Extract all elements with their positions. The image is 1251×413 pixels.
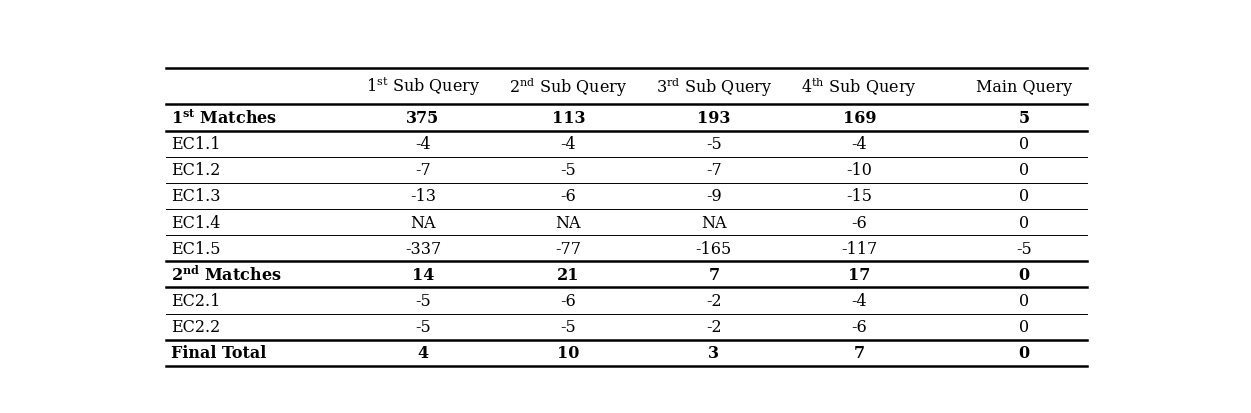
Text: 375: 375 <box>407 110 439 127</box>
Text: -5: -5 <box>415 318 430 335</box>
Text: 193: 193 <box>697 110 731 127</box>
Text: -117: -117 <box>841 240 877 257</box>
Text: EC1.4: EC1.4 <box>171 214 220 231</box>
Text: -2: -2 <box>706 318 722 335</box>
Text: 1$^{\mathregular{st}}$ Matches: 1$^{\mathregular{st}}$ Matches <box>171 109 278 128</box>
Text: 3$^{\mathregular{rd}}$ Sub Query: 3$^{\mathregular{rd}}$ Sub Query <box>656 75 772 99</box>
Text: 7: 7 <box>708 266 719 283</box>
Text: -4: -4 <box>415 136 430 153</box>
Text: 17: 17 <box>848 266 871 283</box>
Text: 0: 0 <box>1020 188 1030 205</box>
Text: -6: -6 <box>852 318 867 335</box>
Text: -4: -4 <box>852 136 867 153</box>
Text: 0: 0 <box>1020 214 1030 231</box>
Text: -7: -7 <box>706 162 722 179</box>
Text: 14: 14 <box>412 266 434 283</box>
Text: NA: NA <box>410 214 435 231</box>
Text: 0: 0 <box>1018 266 1030 283</box>
Text: 4: 4 <box>418 344 429 361</box>
Text: 169: 169 <box>842 110 876 127</box>
Text: -165: -165 <box>696 240 732 257</box>
Text: 0: 0 <box>1020 162 1030 179</box>
Text: -6: -6 <box>560 292 577 309</box>
Text: -6: -6 <box>560 188 577 205</box>
Text: -13: -13 <box>410 188 437 205</box>
Text: -5: -5 <box>415 292 430 309</box>
Text: -2: -2 <box>706 292 722 309</box>
Text: Final Total: Final Total <box>171 344 266 361</box>
Text: EC2.2: EC2.2 <box>171 318 220 335</box>
Text: 10: 10 <box>557 344 579 361</box>
Text: 4$^{\mathregular{th}}$ Sub Query: 4$^{\mathregular{th}}$ Sub Query <box>802 75 917 99</box>
Text: -5: -5 <box>560 162 577 179</box>
Text: EC2.1: EC2.1 <box>171 292 220 309</box>
Text: 3: 3 <box>708 344 719 361</box>
Text: 5: 5 <box>1018 110 1030 127</box>
Text: 0: 0 <box>1020 292 1030 309</box>
Text: 0: 0 <box>1018 344 1030 361</box>
Text: Main Query: Main Query <box>976 78 1072 95</box>
Text: -7: -7 <box>415 162 430 179</box>
Text: -5: -5 <box>560 318 577 335</box>
Text: EC1.1: EC1.1 <box>171 136 220 153</box>
Text: 21: 21 <box>557 266 579 283</box>
Text: -4: -4 <box>852 292 867 309</box>
Text: EC1.2: EC1.2 <box>171 162 220 179</box>
Text: -4: -4 <box>560 136 577 153</box>
Text: 1$^{\mathregular{st}}$ Sub Query: 1$^{\mathregular{st}}$ Sub Query <box>365 76 480 98</box>
Text: 0: 0 <box>1020 136 1030 153</box>
Text: 7: 7 <box>853 344 864 361</box>
Text: NA: NA <box>555 214 582 231</box>
Text: 2$^{\mathregular{nd}}$ Sub Query: 2$^{\mathregular{nd}}$ Sub Query <box>509 75 628 99</box>
Text: -15: -15 <box>846 188 872 205</box>
Text: -10: -10 <box>847 162 872 179</box>
Text: -9: -9 <box>706 188 722 205</box>
Text: 113: 113 <box>552 110 585 127</box>
Text: -5: -5 <box>1016 240 1032 257</box>
Text: NA: NA <box>701 214 727 231</box>
Text: -77: -77 <box>555 240 582 257</box>
Text: -337: -337 <box>405 240 442 257</box>
Text: 0: 0 <box>1020 318 1030 335</box>
Text: EC1.5: EC1.5 <box>171 240 220 257</box>
Text: -6: -6 <box>852 214 867 231</box>
Text: -5: -5 <box>706 136 722 153</box>
Text: EC1.3: EC1.3 <box>171 188 220 205</box>
Text: 2$^{\mathregular{nd}}$ Matches: 2$^{\mathregular{nd}}$ Matches <box>171 265 281 285</box>
